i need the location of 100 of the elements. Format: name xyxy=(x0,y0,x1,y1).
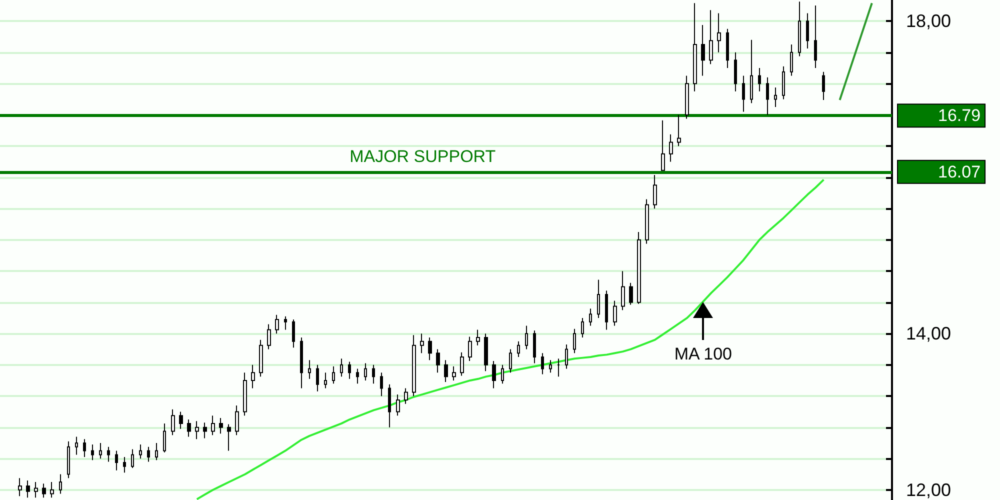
candlestick xyxy=(460,352,464,376)
candlestick xyxy=(292,319,295,348)
candlestick xyxy=(661,120,665,171)
candlestick xyxy=(774,87,777,108)
candlestick xyxy=(388,384,391,428)
candlestick xyxy=(267,324,271,350)
candlestick xyxy=(139,444,142,460)
candlestick xyxy=(83,438,86,458)
candlestick xyxy=(235,404,239,436)
candlestick xyxy=(605,290,608,330)
candlestick xyxy=(163,422,166,453)
candlestick xyxy=(259,339,263,378)
candlestick xyxy=(782,66,785,100)
candlestick xyxy=(541,352,544,375)
candlestick xyxy=(653,174,657,210)
candlestick xyxy=(709,10,713,65)
candlestick xyxy=(814,4,817,68)
candlestick xyxy=(742,75,745,112)
y-tick-label: 18,00 xyxy=(906,11,952,32)
candlestick xyxy=(726,28,729,68)
candlestick xyxy=(637,232,641,304)
candlestick xyxy=(59,474,62,494)
candlestick xyxy=(525,325,528,350)
candlestick xyxy=(372,364,375,384)
candlestick xyxy=(468,336,472,362)
candlestick xyxy=(131,448,134,468)
candlestick xyxy=(621,270,625,311)
candlestick xyxy=(484,333,488,372)
candlestick xyxy=(798,1,801,57)
candlestick xyxy=(195,420,199,440)
candlestick xyxy=(187,419,191,438)
candlestick xyxy=(91,444,94,461)
line-series xyxy=(196,178,825,500)
candlestick xyxy=(243,372,247,416)
candlestick xyxy=(155,442,158,461)
candlestick xyxy=(316,364,319,392)
candlestick xyxy=(75,436,78,456)
candlestick xyxy=(597,279,600,318)
candlestick xyxy=(420,333,424,354)
candlestick xyxy=(26,480,30,498)
candlestick xyxy=(790,44,793,76)
candlestick xyxy=(758,67,761,92)
y-tick-label: 12,00 xyxy=(906,480,952,500)
candlestick xyxy=(412,334,416,397)
series-label: MA 100 xyxy=(674,344,732,364)
candlestick xyxy=(219,417,223,434)
candlestick xyxy=(356,368,359,384)
candlestick xyxy=(509,348,512,374)
candlestick xyxy=(685,75,689,120)
candlestick xyxy=(364,362,367,381)
candlestick xyxy=(645,198,649,244)
candlestick xyxy=(573,328,576,354)
candlestick xyxy=(549,360,552,374)
candlestick xyxy=(67,440,70,479)
candlestick xyxy=(308,360,311,380)
candlestick xyxy=(766,76,769,116)
candlestick xyxy=(557,358,560,378)
candlestick xyxy=(701,24,705,76)
candlestick xyxy=(171,408,175,436)
candlestick xyxy=(50,482,54,498)
candlestick xyxy=(806,12,809,49)
candlestick xyxy=(428,337,432,361)
candlestick xyxy=(404,388,408,404)
candlestick xyxy=(444,360,448,383)
candlestick xyxy=(750,39,753,104)
candlestick xyxy=(324,372,327,389)
candlestick xyxy=(396,394,400,416)
candlestick xyxy=(452,366,456,381)
candlestick xyxy=(380,372,383,397)
candlestick xyxy=(693,2,697,92)
candlestick xyxy=(115,450,118,471)
y-tick-label: 14,00 xyxy=(906,324,952,344)
candlestick xyxy=(677,114,681,147)
candlestick xyxy=(99,442,102,460)
candlestick xyxy=(211,415,215,436)
candlestick xyxy=(565,344,568,370)
candlestick xyxy=(179,411,183,430)
candlestick xyxy=(517,340,520,358)
candlestick xyxy=(275,314,279,334)
candlestick xyxy=(18,478,22,497)
candlestick xyxy=(717,12,721,53)
candlestick xyxy=(107,446,110,462)
ref-line-label: 16.07 xyxy=(938,162,981,182)
candlestick xyxy=(734,52,737,92)
candlestick xyxy=(629,282,633,306)
candlestick xyxy=(476,329,480,346)
line-series xyxy=(838,2,873,101)
ref-line-label: 16.79 xyxy=(938,106,981,126)
candlestick xyxy=(822,71,825,100)
candlestick xyxy=(340,358,343,378)
candlestick xyxy=(284,316,287,330)
candlestick xyxy=(613,300,617,326)
candlestick xyxy=(501,364,504,384)
candlestick xyxy=(42,483,46,498)
candlestick xyxy=(147,446,150,462)
annotation: MAJOR SUPPORT xyxy=(350,146,496,166)
candlestick xyxy=(300,337,303,389)
candlestick xyxy=(251,364,255,389)
candlestick xyxy=(533,330,536,364)
candlestick xyxy=(589,308,592,326)
